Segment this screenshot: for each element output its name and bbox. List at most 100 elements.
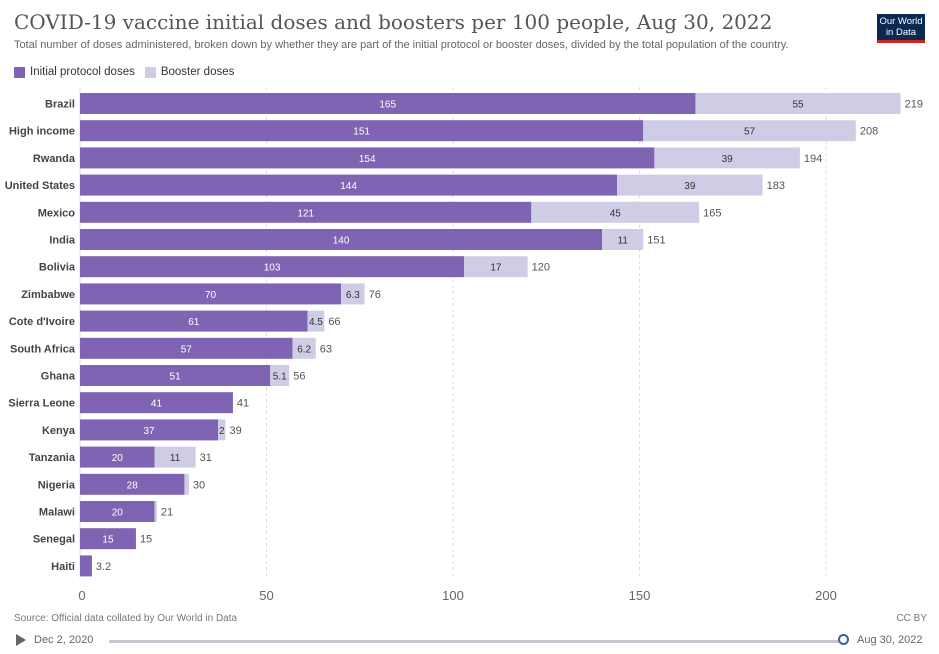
total-label: 63 [320, 343, 332, 355]
total-label: 219 [905, 99, 923, 111]
legend-item-initial[interactable]: Initial protocol doses [14, 66, 135, 78]
data-label-booster: 11 [618, 236, 629, 247]
category-label: Ghana [41, 371, 76, 383]
data-label-booster: 2 [219, 426, 225, 437]
data-label-booster: 6.2 [297, 344, 311, 355]
logo-line-2: in Data [885, 27, 917, 38]
category-label: Zimbabwe [21, 289, 75, 301]
data-label-initial: 41 [151, 399, 163, 410]
bar-booster [643, 120, 856, 142]
bar-booster [307, 310, 325, 332]
bar-initial [80, 147, 655, 169]
data-label-booster: 11 [170, 453, 181, 464]
bar-initial [80, 201, 532, 223]
data-label-initial: 20 [112, 453, 124, 464]
x-tick-label: 150 [629, 588, 651, 603]
play-icon[interactable] [16, 634, 26, 646]
bar-booster [341, 283, 365, 305]
timeline: Dec 2, 2020 Aug 30, 2022 [14, 630, 926, 652]
data-label-initial: 121 [297, 208, 314, 219]
bar-initial [80, 256, 465, 278]
timeline-end-label: Aug 30, 2022 [857, 634, 923, 646]
total-label: 56 [293, 371, 305, 383]
category-label: South Africa [10, 343, 76, 355]
bar-booster [602, 229, 644, 250]
chart-subtitle: Total number of doses administered, brok… [14, 39, 789, 51]
logo-line-1: Our World [879, 16, 923, 27]
category-label: India [49, 235, 76, 247]
data-label-initial: 70 [205, 290, 217, 301]
data-label-initial: 61 [188, 317, 200, 328]
data-label-booster: 6.3 [346, 290, 360, 301]
data-label-booster: 45 [610, 208, 622, 219]
x-tick-label: 0 [78, 588, 85, 603]
bar-initial [80, 501, 155, 522]
total-label: 30 [193, 479, 205, 491]
bar-initial [80, 392, 233, 414]
bar-booster [464, 256, 528, 278]
timeline-track[interactable] [109, 640, 844, 643]
x-tick-label: 100 [442, 588, 464, 603]
timeline-start-label: Dec 2, 2020 [34, 634, 94, 646]
category-label: United States [5, 180, 75, 192]
data-label-initial: 37 [143, 426, 155, 437]
data-label-booster: 39 [684, 181, 696, 192]
data-label-booster: 57 [744, 127, 756, 138]
data-label-initial: 165 [379, 100, 396, 111]
data-label-booster: 39 [722, 154, 734, 165]
bar-booster [154, 501, 157, 522]
legend-item-booster[interactable]: Booster doses [144, 66, 234, 78]
bar-initial [80, 93, 696, 114]
data-label-initial: 144 [340, 181, 357, 192]
bar-booster [617, 174, 763, 196]
data-label-initial: 20 [112, 508, 124, 519]
bar-initial [80, 555, 92, 577]
total-label: 21 [161, 507, 173, 519]
bar-booster [218, 419, 226, 441]
bar-initial [80, 337, 293, 359]
bar-initial [80, 174, 618, 196]
category-label: Tanzania [29, 452, 76, 464]
total-label: 151 [647, 235, 665, 247]
timeline-handle[interactable] [838, 634, 849, 645]
data-label-booster: 17 [490, 263, 502, 274]
total-label: 120 [532, 262, 550, 274]
source-note[interactable]: Source: Official data collated by Our Wo… [14, 613, 238, 624]
category-label: Rwanda [33, 153, 76, 165]
data-label-initial: 51 [170, 372, 182, 383]
chart-title: COVID-19 vaccine initial doses and boost… [14, 10, 773, 34]
data-label-booster: 55 [792, 100, 804, 111]
category-label: Haiti [51, 561, 75, 573]
category-label: Nigeria [38, 479, 76, 491]
data-label-booster: 4.5 [309, 317, 323, 328]
legend: Initial protocol doses Booster doses [14, 66, 234, 78]
total-label: 183 [767, 180, 785, 192]
total-label: 31 [200, 452, 212, 464]
data-label-initial: 57 [181, 344, 193, 355]
bar-initial [80, 120, 644, 142]
bar-initial [80, 528, 136, 550]
legend-swatch-booster [144, 66, 156, 78]
bar-booster [654, 147, 800, 169]
total-label: 208 [860, 126, 878, 138]
bar-initial [80, 446, 155, 468]
total-label: 194 [804, 153, 822, 165]
bar-booster [695, 93, 901, 114]
legend-label-initial: Initial protocol doses [30, 66, 135, 78]
total-label: 66 [328, 316, 340, 328]
bar-booster [270, 365, 290, 386]
category-label: Kenya [42, 425, 76, 437]
data-label-initial: 154 [359, 154, 376, 165]
owid-logo[interactable]: Our World in Data [877, 14, 925, 43]
bar-initial [80, 283, 342, 305]
data-label-initial: 28 [127, 480, 139, 491]
total-label: 3.2 [96, 561, 111, 573]
category-label: Brazil [45, 99, 75, 111]
license-link[interactable]: CC BY [896, 613, 927, 624]
category-label: Senegal [33, 534, 75, 546]
bar-booster [292, 337, 316, 359]
bar-initial [80, 473, 185, 495]
total-label: 39 [229, 425, 241, 437]
total-label: 76 [369, 289, 381, 301]
